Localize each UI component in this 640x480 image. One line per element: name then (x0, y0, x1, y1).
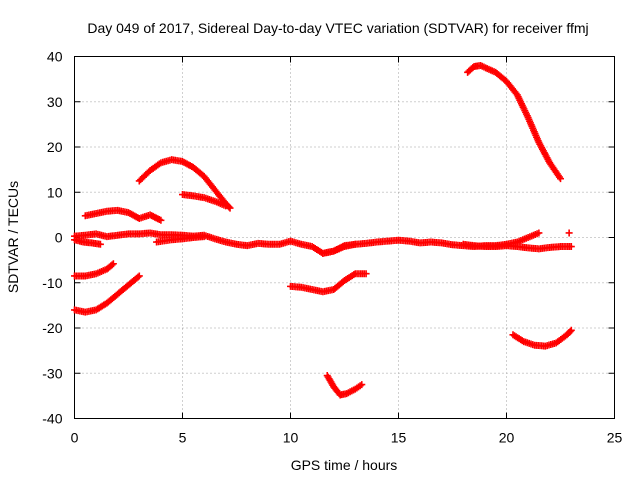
data-point (362, 270, 370, 278)
x-axis-label: GPS time / hours (291, 457, 398, 473)
data-marker (566, 327, 574, 335)
data-point (557, 175, 564, 183)
series-arc-h (319, 240, 359, 257)
data-point (567, 243, 575, 251)
data-point (109, 260, 117, 268)
data-marker (225, 203, 233, 211)
data-points (71, 62, 575, 399)
x-tick-label: 20 (499, 430, 515, 446)
data-point (226, 204, 234, 212)
data-point (358, 381, 366, 389)
series-arc-f (153, 233, 208, 246)
x-tick-label: 5 (179, 430, 187, 446)
y-tick-label: -30 (42, 365, 62, 381)
x-tick-label: 0 (71, 430, 79, 446)
y-axis-label: SDTVAR / TECUs (5, 181, 21, 293)
y-tick-label: 20 (47, 139, 63, 155)
series-arc-m (464, 62, 564, 183)
data-point (567, 326, 575, 334)
data-point (96, 240, 104, 248)
x-tick-label: 10 (283, 430, 299, 446)
data-point (351, 240, 359, 248)
chart-title: Day 049 of 2017, Sidereal Day-to-day VTE… (87, 20, 588, 36)
series-arc-e (71, 236, 104, 248)
data-point (222, 202, 230, 210)
data-marker (108, 261, 116, 269)
series-arc-b (179, 191, 230, 210)
data-point (535, 229, 543, 237)
series-arc-g (459, 240, 575, 253)
x-tick-label: 25 (607, 430, 623, 446)
data-point (200, 233, 208, 241)
series-arc-n (509, 326, 575, 350)
y-tick-label: 40 (47, 49, 63, 65)
series-arc-o (565, 229, 573, 237)
x-tick-label: 15 (391, 430, 407, 446)
series-arc-c (81, 206, 165, 224)
y-tick-label: 10 (47, 184, 63, 200)
series-arc-i (71, 260, 117, 280)
series-arc-k (287, 270, 370, 296)
data-point (157, 216, 165, 224)
data-point (135, 272, 143, 280)
y-tick-label: -10 (42, 275, 62, 291)
data-point (565, 229, 573, 237)
y-tick-label: -40 (42, 411, 62, 427)
axis-ticks: 0 5 10 15 20 25 -40 -30 -20 -10 0 10 20 30 40 (42, 49, 622, 446)
series-arc-l (323, 372, 366, 399)
y-tick-label: 30 (47, 94, 63, 110)
y-tick-label: -20 (42, 320, 62, 336)
data-marker (134, 273, 142, 281)
series-arc-j (71, 272, 143, 316)
y-tick-label: 0 (55, 230, 63, 246)
